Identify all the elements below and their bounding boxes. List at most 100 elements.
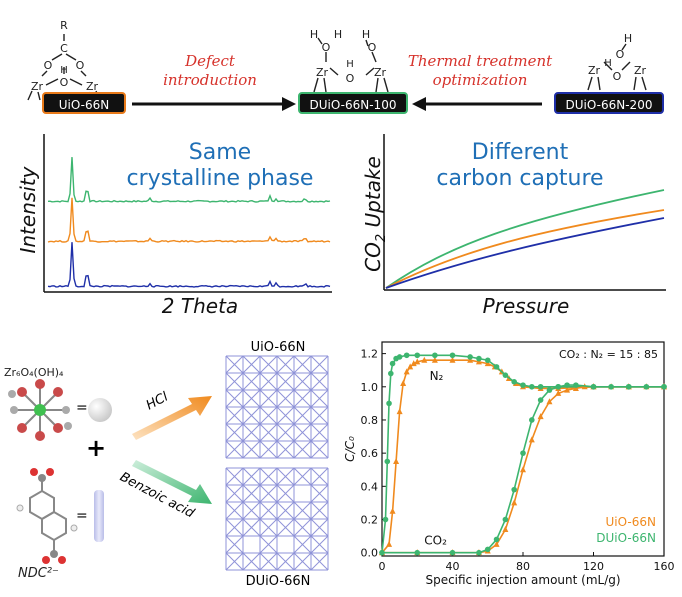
y-tick-label: 0.0	[361, 547, 379, 560]
data-point	[564, 382, 570, 388]
data-point	[414, 352, 421, 359]
data-point	[403, 352, 410, 359]
svg-text:H: H	[334, 28, 342, 41]
data-point	[529, 383, 535, 390]
duio-66n-lattice	[225, 467, 329, 571]
data-point	[484, 360, 491, 367]
data-point	[546, 398, 553, 405]
svg-text:O: O	[613, 70, 622, 83]
data-point	[410, 360, 417, 367]
cluster-ball-icon	[88, 398, 112, 422]
xrd-title: Same crystalline phase	[126, 140, 314, 191]
data-point	[520, 382, 526, 388]
data-point	[396, 354, 403, 360]
x-tick-label: 40	[446, 560, 460, 573]
svg-text:O: O	[368, 41, 377, 54]
data-point	[382, 516, 389, 523]
svg-text:O: O	[322, 41, 331, 54]
data-point	[511, 379, 517, 385]
data-point	[396, 408, 403, 415]
data-point	[502, 525, 509, 532]
svg-text:H: H	[604, 58, 612, 69]
data-point	[555, 389, 562, 396]
benzoic-arrow	[132, 460, 212, 504]
svg-text:Zr: Zr	[374, 66, 387, 79]
data-point	[476, 549, 482, 556]
bottom-product-label: DUiO-66N	[245, 574, 311, 589]
data-point	[643, 383, 650, 390]
svg-text:H: H	[624, 32, 632, 45]
linker-label: NDC²⁻	[18, 566, 59, 581]
box-duio-66n-100: DUiO-66N-100	[298, 92, 408, 114]
x-tick-label: 80	[516, 560, 530, 573]
data-point	[449, 352, 456, 359]
data-point	[484, 546, 491, 553]
data-point	[476, 355, 482, 362]
y-tick-label: 0.8	[361, 414, 379, 427]
data-point	[573, 382, 579, 388]
data-point	[475, 358, 482, 365]
data-point	[432, 352, 438, 359]
series-co2-uio-66n	[379, 383, 667, 556]
uptake-title: Different carbon capture	[436, 140, 604, 191]
equals-top: =	[76, 400, 88, 416]
data-point	[421, 356, 428, 363]
data-point	[493, 536, 500, 543]
data-point	[384, 458, 391, 465]
data-point	[572, 384, 579, 391]
svg-text:Zr: Zr	[316, 66, 329, 79]
breakthrough-svg: 0 40 80 120 160 0.0 0.2 0.4 0.6 0.8 1.0 1.2 Specific…	[343, 341, 675, 587]
data-point	[414, 549, 421, 556]
data-point	[388, 370, 394, 377]
arrow-right	[132, 97, 296, 111]
atom-c: C	[60, 42, 68, 55]
x-tick-label: 160	[654, 560, 675, 573]
top-product-label: UiO-66N	[250, 340, 306, 355]
legend-item: DUiO-66N	[596, 531, 656, 545]
plus-sign: +	[86, 434, 107, 462]
atom-zr-left: Zr	[31, 80, 44, 93]
data-point	[528, 436, 535, 443]
svg-text:Zr: Zr	[588, 64, 601, 77]
data-point	[511, 499, 518, 506]
x-axis-label: Specific injection amount (mL/g)	[425, 573, 620, 587]
hcl-arrow	[132, 396, 212, 440]
data-point	[608, 383, 614, 390]
data-point	[467, 356, 474, 363]
y-tick-label: 1.0	[361, 381, 379, 394]
data-point	[407, 363, 414, 370]
defect-text: Defect introduction	[163, 52, 257, 89]
data-point	[431, 356, 438, 363]
data-point	[520, 450, 526, 456]
data-point	[449, 356, 456, 363]
data-point	[625, 383, 632, 390]
linker-rod-icon	[94, 490, 104, 542]
data-point	[520, 466, 526, 473]
data-point	[493, 364, 500, 370]
data-point	[386, 400, 392, 407]
data-point	[467, 354, 473, 360]
legend-item: UiO-66N	[606, 515, 656, 529]
atom-h: H	[60, 65, 68, 76]
y-axis-label: C/C₀	[343, 436, 357, 462]
xrd-orange-pattern	[47, 197, 331, 243]
xrd-blue-pattern	[47, 242, 331, 288]
data-point	[502, 372, 509, 378]
svg-text:O: O	[616, 48, 625, 61]
uio-66n-lattice	[225, 355, 329, 459]
x-tick-label: 0	[379, 560, 386, 573]
ndc-linker-model	[16, 468, 78, 564]
breakthrough-chart: 0 40 80 120 160 0.0 0.2 0.4 0.6 0.8 1.0 1.2 Specific…	[340, 332, 682, 597]
box-duio-66n-200: DUiO-66N-200	[554, 92, 664, 114]
xrd-xlabel: 2 Theta	[161, 294, 239, 318]
atom-zr-right: Zr	[86, 80, 99, 93]
thermal-text: Thermal treatment optimization	[407, 52, 553, 89]
atom-r: R	[60, 19, 68, 32]
data-point	[379, 549, 385, 556]
equals-bottom: =	[76, 508, 88, 524]
data-point	[400, 379, 407, 386]
data-point	[493, 540, 500, 547]
right-cluster-drawing	[587, 43, 647, 91]
